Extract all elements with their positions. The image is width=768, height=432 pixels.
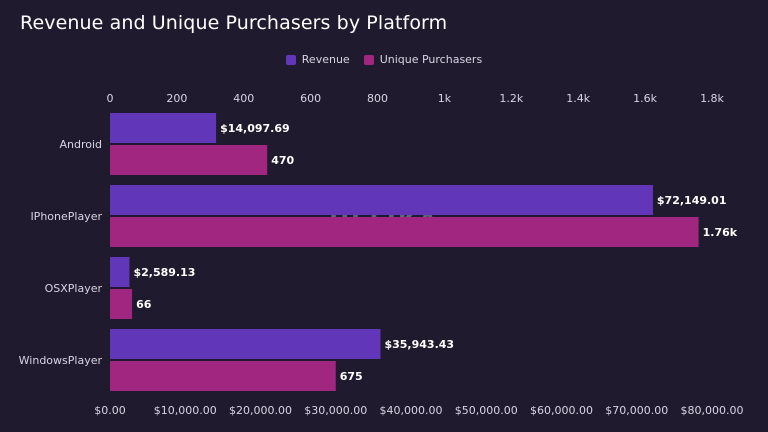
category-label: IPhonePlayer [30, 210, 102, 223]
bottom-axis-tick-label: $20,000.00 [229, 404, 292, 417]
bar-unique-purchasers [110, 361, 336, 391]
bar-unique-purchasers [110, 289, 133, 319]
bottom-axis-tick-label: $80,000.00 [681, 404, 744, 417]
legend-swatch-unique-purchasers [363, 54, 374, 65]
bar-revenue [110, 329, 381, 359]
top-axis-tick-label: 1.8k [700, 92, 724, 105]
data-label: $35,943.43 [384, 338, 454, 351]
bottom-axis-tick-label: $60,000.00 [530, 404, 593, 417]
data-label: 66 [136, 298, 152, 311]
top-axis-tick-label: 1.4k [566, 92, 590, 105]
bottom-axis-tick-label: $50,000.00 [455, 404, 518, 417]
category-label: Android [59, 138, 102, 151]
legend: Revenue Unique Purchasers [0, 53, 768, 66]
category-label: WindowsPlayer [19, 354, 103, 367]
data-label: 470 [271, 154, 294, 167]
legend-label-unique-purchasers: Unique Purchasers [379, 53, 483, 66]
top-axis-tick-label: 400 [233, 92, 254, 105]
chart-title: Revenue and Unique Purchasers by Platfor… [20, 12, 448, 34]
legend-swatch-revenue [285, 54, 296, 65]
legend-item-unique-purchasers[interactable]: Unique Purchasers [363, 53, 483, 66]
top-axis-tick-label: 800 [367, 92, 388, 105]
top-axis-tick-label: 0 [107, 92, 114, 105]
bar-revenue [110, 113, 217, 143]
top-axis-tick-label: 200 [166, 92, 187, 105]
data-label: 1.76k [703, 226, 738, 239]
bar-revenue [110, 185, 653, 215]
category-label: OSXPlayer [45, 282, 103, 295]
bottom-axis-tick-label: $40,000.00 [380, 404, 443, 417]
bottom-axis-tick-label: $30,000.00 [304, 404, 367, 417]
legend-label-revenue: Revenue [301, 53, 350, 66]
data-label: $14,097.69 [220, 122, 290, 135]
bottom-axis-tick-label: $70,000.00 [605, 404, 668, 417]
bar-unique-purchasers [110, 217, 699, 247]
top-axis-tick-label: 1k [438, 92, 452, 105]
data-label: $2,589.13 [133, 266, 195, 279]
bar-unique-purchasers [110, 145, 268, 175]
bar-revenue [110, 257, 130, 287]
top-axis-tick-label: 1.6k [633, 92, 657, 105]
top-axis-tick-label: 1.2k [499, 92, 523, 105]
bottom-axis-tick-label: $10,000.00 [154, 404, 217, 417]
legend-item-revenue[interactable]: Revenue [285, 53, 350, 66]
top-axis-tick-label: 600 [300, 92, 321, 105]
data-label: $72,149.01 [657, 194, 727, 207]
data-label: 675 [340, 370, 363, 383]
bottom-axis-tick-label: $0.00 [94, 404, 126, 417]
